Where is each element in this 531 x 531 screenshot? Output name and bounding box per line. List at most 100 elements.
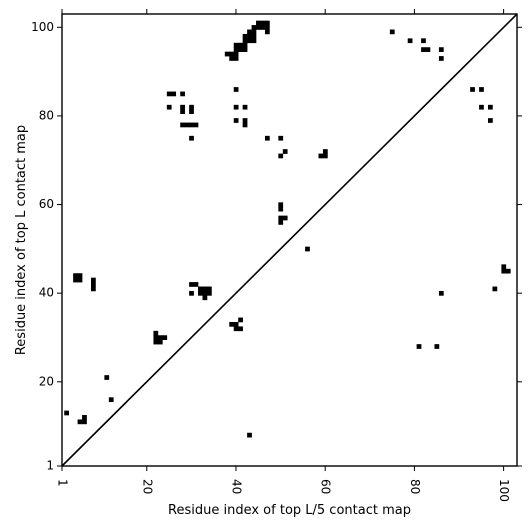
contact-point	[166, 91, 172, 97]
contact-point	[238, 317, 243, 323]
y-tick-label: 1	[46, 459, 54, 473]
plot-frame	[61, 13, 518, 467]
contact-point	[184, 122, 190, 128]
contact-point	[233, 321, 239, 327]
contact-point	[438, 47, 444, 52]
contact-point	[421, 47, 426, 52]
contact-point	[264, 29, 270, 35]
contact-point	[278, 220, 284, 225]
contact-point	[318, 153, 324, 159]
contact-point	[153, 339, 159, 345]
contact-point	[305, 246, 310, 252]
contact-point	[189, 290, 194, 296]
contact-point	[247, 29, 252, 35]
contact-point	[242, 104, 248, 110]
contact-point	[189, 109, 194, 114]
contact-point	[202, 286, 208, 292]
contact-point	[278, 215, 284, 221]
contact-point	[189, 104, 194, 110]
contact-point	[193, 122, 199, 128]
contact-point	[73, 273, 78, 278]
contact-point	[505, 268, 511, 274]
contact-point	[189, 135, 194, 141]
contact-point	[492, 286, 498, 292]
contact-point	[470, 87, 475, 92]
contact-point	[233, 47, 239, 52]
contact-point	[282, 149, 288, 154]
contact-point	[251, 38, 257, 44]
y-tick-label: 60	[39, 197, 54, 211]
contact-point	[91, 277, 96, 283]
contact-point	[242, 47, 248, 52]
contact-point	[389, 29, 395, 35]
contact-point	[229, 56, 235, 61]
contact-point	[322, 149, 328, 154]
contact-point	[434, 344, 440, 349]
contact-point	[180, 122, 185, 128]
contact-point	[238, 42, 243, 48]
contact-point	[180, 91, 185, 97]
contact-point	[233, 42, 239, 48]
contact-point	[73, 277, 78, 283]
contact-point	[233, 104, 239, 110]
contact-point	[425, 47, 431, 52]
contact-point	[278, 135, 284, 141]
contact-point	[224, 51, 230, 57]
contact-point	[229, 51, 235, 57]
contact-point	[242, 42, 248, 48]
y-tick-label: 100	[31, 20, 54, 34]
contact-point	[282, 215, 288, 221]
contact-point	[202, 290, 208, 296]
contact-point	[238, 326, 243, 332]
contact-point	[198, 286, 203, 292]
x-tick-label: 40	[229, 479, 243, 494]
contact-point	[264, 25, 270, 30]
contact-point	[242, 122, 248, 128]
x-tick-label: 80	[408, 479, 422, 494]
contact-point	[180, 104, 185, 110]
contact-point	[64, 410, 69, 416]
contact-point	[242, 33, 248, 39]
contact-point	[242, 118, 248, 123]
contact-point	[166, 104, 172, 110]
contact-point	[180, 109, 185, 114]
contact-point	[256, 20, 261, 26]
contact-point	[198, 290, 203, 296]
contact-point	[247, 38, 252, 44]
contact-point	[189, 122, 194, 128]
contact-point	[153, 335, 159, 340]
contact-point	[251, 25, 257, 30]
diagonal-line	[61, 13, 518, 467]
contact-point	[233, 326, 239, 332]
contact-point	[77, 273, 83, 278]
contact-point	[479, 104, 484, 110]
contact-point	[256, 25, 261, 30]
x-tick-label: 60	[319, 479, 333, 494]
contact-point	[91, 286, 96, 292]
contact-point	[407, 38, 413, 44]
contact-point	[260, 20, 266, 26]
y-tick-label: 80	[39, 108, 54, 122]
contact-point	[157, 339, 163, 345]
y-tick-label: 20	[39, 374, 54, 388]
contact-point	[242, 38, 248, 44]
contact-point	[247, 432, 252, 438]
x-tick-label: 100	[497, 479, 511, 502]
contact-point	[416, 344, 422, 349]
contact-point	[238, 47, 243, 52]
contact-point	[162, 335, 168, 340]
x-axis-label: Residue index of top L/5 contact map	[168, 503, 411, 518]
contact-point	[264, 135, 270, 141]
contact-point	[438, 56, 444, 61]
contact-point	[108, 397, 114, 403]
contact-point	[233, 118, 239, 123]
contact-point	[189, 282, 194, 287]
contact-point	[488, 118, 493, 123]
contact-point	[233, 51, 239, 57]
contact-point	[193, 282, 199, 287]
contact-point	[82, 415, 87, 420]
contact-point	[278, 153, 284, 159]
contact-point	[82, 419, 87, 425]
